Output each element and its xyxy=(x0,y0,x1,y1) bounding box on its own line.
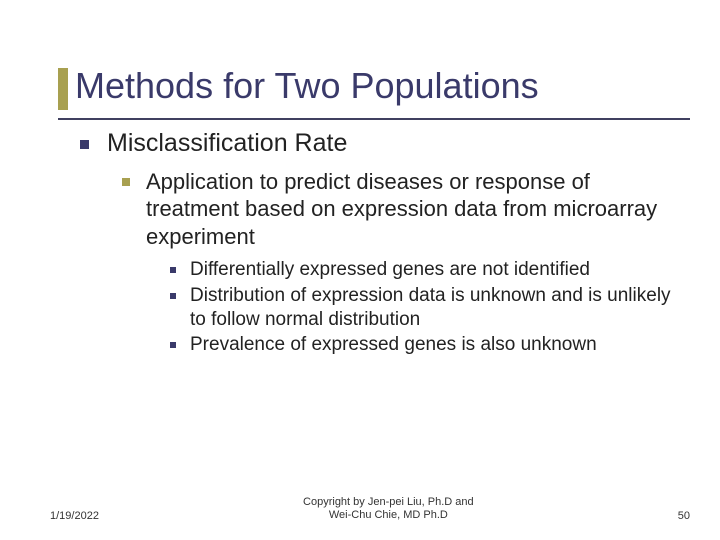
level3-text: Differentially expressed genes are not i… xyxy=(190,258,590,282)
footer-date: 1/19/2022 xyxy=(50,510,99,522)
level3-text: Prevalence of expressed genes is also un… xyxy=(190,333,597,357)
footer: 1/19/2022 Copyright by Jen-pei Liu, Ph.D… xyxy=(0,496,720,522)
title-accent-bar xyxy=(58,68,68,110)
level1-text: Misclassification Rate xyxy=(107,128,347,159)
bullet-level1: Misclassification Rate xyxy=(80,128,680,159)
content-area: Misclassification Rate Application to pr… xyxy=(0,106,720,357)
footer-page-number: 50 xyxy=(678,510,690,522)
square-bullet-icon xyxy=(170,342,176,348)
square-bullet-icon xyxy=(170,293,176,299)
title-area: Methods for Two Populations xyxy=(0,0,720,106)
slide: Methods for Two Populations Misclassific… xyxy=(0,0,720,540)
square-bullet-icon xyxy=(122,178,130,186)
level2-text: Application to predict diseases or respo… xyxy=(146,168,680,251)
bullet-level2: Application to predict diseases or respo… xyxy=(122,168,680,251)
level3-text: Distribution of expression data is unkno… xyxy=(190,284,680,332)
bullet-level3: Distribution of expression data is unkno… xyxy=(170,284,680,332)
square-bullet-icon xyxy=(170,267,176,273)
title-underline xyxy=(58,118,690,120)
bullet-level3: Differentially expressed genes are not i… xyxy=(170,258,680,282)
bullet-level3: Prevalence of expressed genes is also un… xyxy=(170,333,680,357)
footer-copyright: Copyright by Jen-pei Liu, Ph.D andWei-Ch… xyxy=(99,496,678,522)
square-bullet-icon xyxy=(80,140,89,149)
slide-title: Methods for Two Populations xyxy=(75,65,680,106)
